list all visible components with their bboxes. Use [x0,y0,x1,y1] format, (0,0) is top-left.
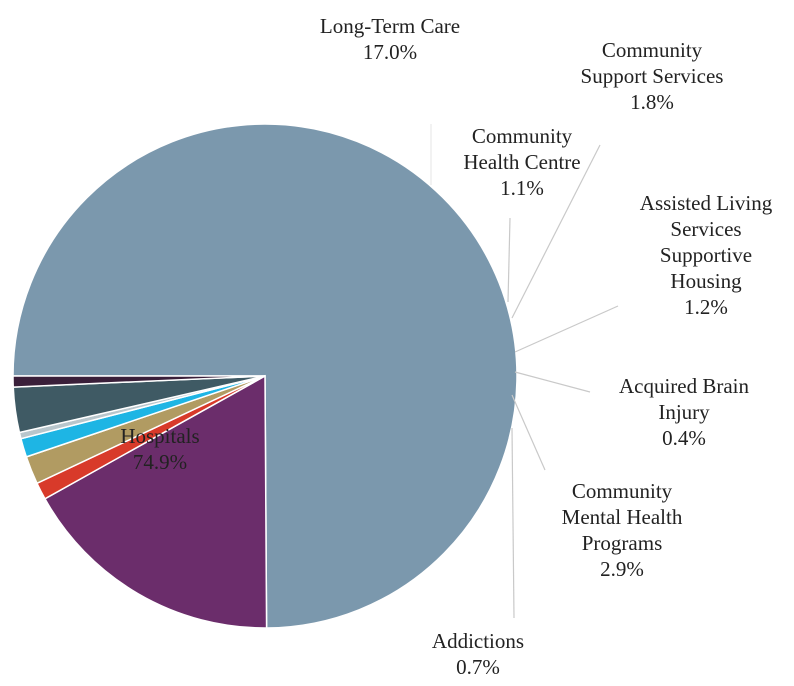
slice-name-hospitals: Hospitals [120,424,199,448]
slice-name-community-health-centre: Community [472,124,573,148]
slice-value-hospitals: 74.9% [133,450,187,474]
leader-line-acquired-brain-injury [514,371,591,393]
slice-name-acquired-brain-injury: Injury [658,400,710,424]
slice-label-long-term-care: Long-Term Care 17.0% [320,14,460,64]
slice-value-community-support-services: 1.8% [630,90,674,114]
slice-value-addictions: 0.7% [456,655,500,679]
slice-name-community-mental-health-programs: Community [572,479,673,503]
slice-label-acquired-brain-injury: Acquired Brain Injury 0.4% [619,374,750,450]
leader-line-community-mental-health-programs [511,394,546,471]
leader-line-addictions [511,427,515,619]
slice-name-acquired-brain-injury: Acquired Brain [619,374,750,398]
leader-line-community-health-centre [507,217,511,303]
pie-slices [12,123,518,629]
slice-label-addictions: Addictions 0.7% [432,629,524,679]
slice-name-assisted-living-services-supportive-housing: Assisted Living [640,191,773,215]
slice-name-assisted-living-services-supportive-housing: Supportive [660,243,752,267]
slice-labels: Hospitals 74.9% Long-Term Care 17.0% Communi… [120,14,772,679]
pie-slice-hospitals [12,123,518,629]
slice-value-assisted-living-services-supportive-housing: 1.2% [684,295,728,319]
slice-value-community-mental-health-programs: 2.9% [600,557,644,581]
slice-value-acquired-brain-injury: 0.4% [662,426,706,450]
slice-name-assisted-living-services-supportive-housing: Housing [670,269,742,293]
slice-value-long-term-care: 17.0% [363,40,417,64]
slice-name-community-health-centre: Health Centre [463,150,580,174]
slice-label-assisted-living-services-supportive-housing: Assisted Living Services Supportive Housing… [640,191,773,319]
slice-name-long-term-care: Long-Term Care [320,14,460,38]
slice-name-assisted-living-services-supportive-housing: Services [670,217,741,241]
slice-label-community-support-services: Community Support Services 1.8% [581,38,724,114]
slice-label-community-health-centre: Community Health Centre 1.1% [463,124,580,200]
slice-name-community-mental-health-programs: Programs [582,531,663,555]
slice-name-community-support-services: Community [602,38,703,62]
leader-line-assisted-living-services-supportive-housing [514,305,619,353]
slice-label-community-mental-health-programs: Community Mental Health Programs 2.9% [562,479,683,581]
slice-value-community-health-centre: 1.1% [500,176,544,200]
leader-lines [430,124,619,619]
pie-slice-long-term-care [43,374,268,629]
slice-name-addictions: Addictions [432,629,524,653]
pie-slice-addictions [12,375,266,388]
slice-name-community-mental-health-programs: Mental Health [562,505,683,529]
leader-line-community-support-services [511,144,601,319]
slice-label-hospitals: Hospitals 74.9% [120,424,199,474]
slice-name-community-support-services: Support Services [581,64,724,88]
